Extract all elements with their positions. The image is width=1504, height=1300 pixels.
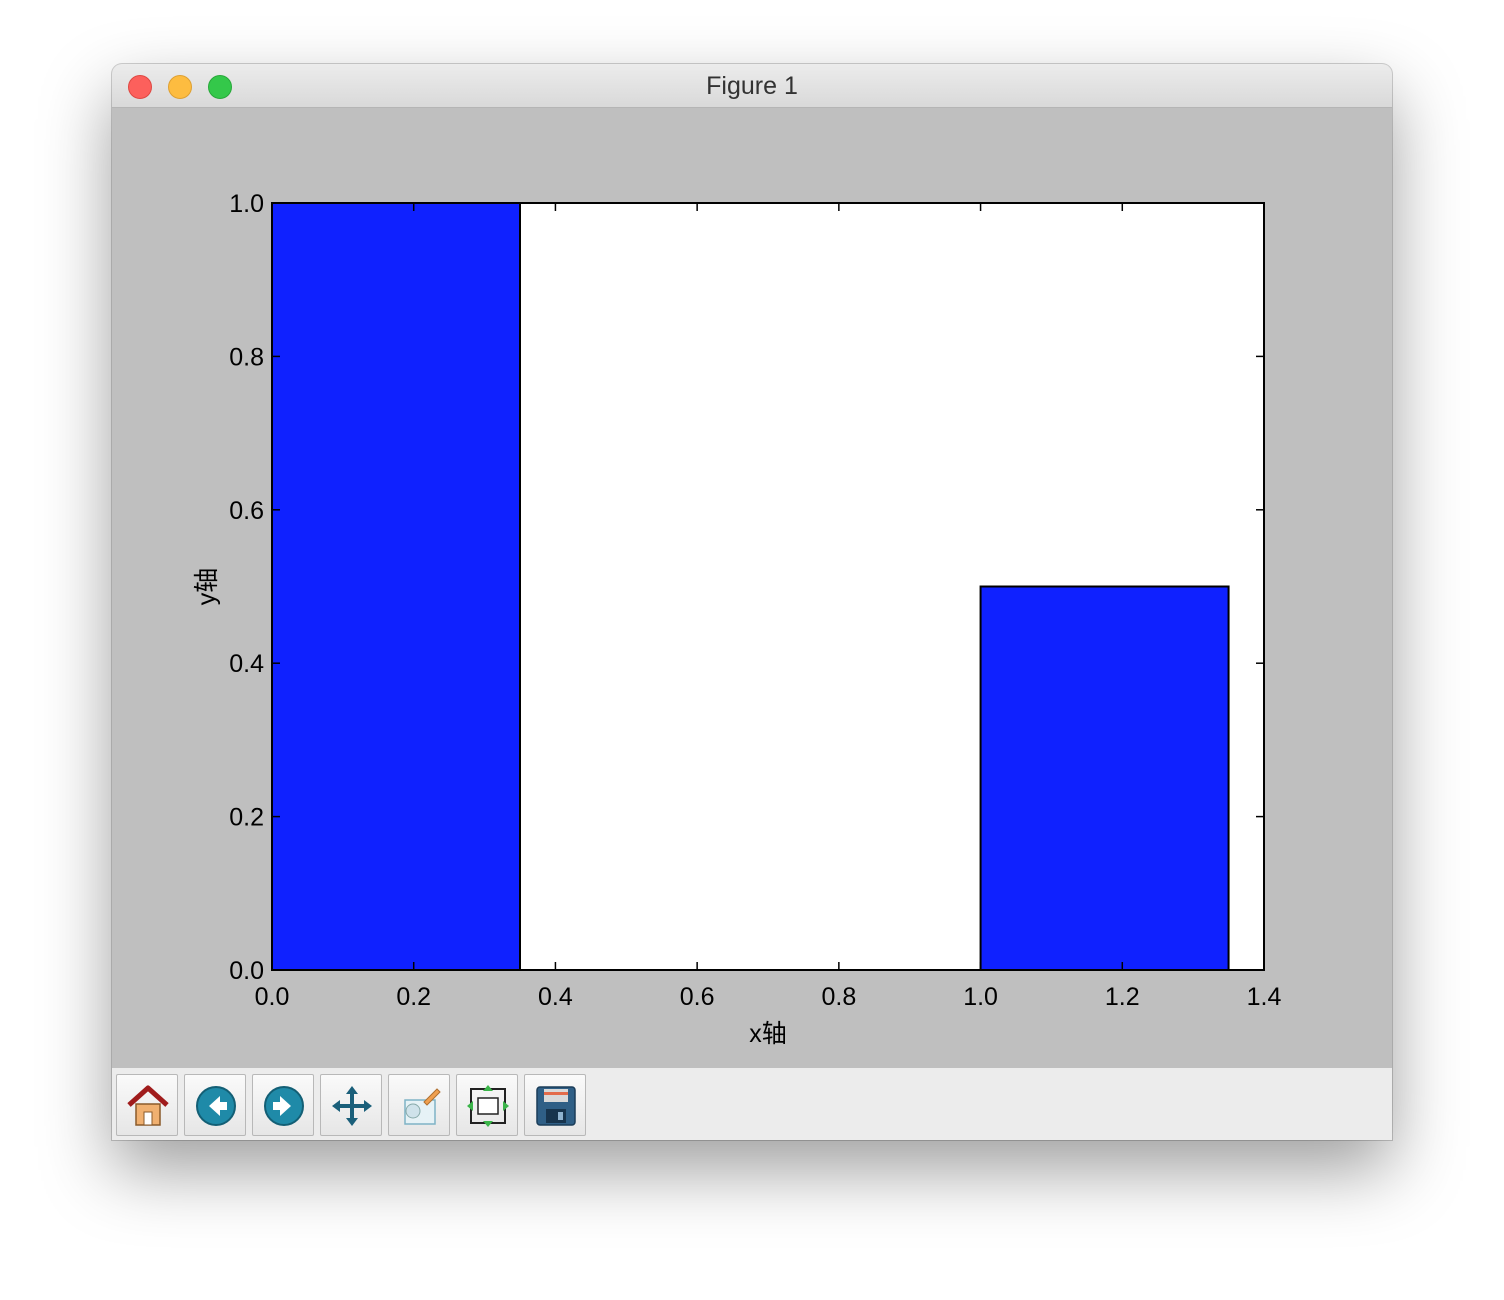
y-tick-label: 0.4 <box>229 650 264 678</box>
x-tick-label: 1.2 <box>1105 983 1140 1011</box>
y-axis-label: y轴 <box>193 568 221 606</box>
zoom-button[interactable] <box>388 1074 450 1136</box>
y-tick-label: 1.0 <box>229 190 264 218</box>
bar-chart: 0.0 0.2 0.4 0.6 0.8 1.0 1.2 1.4 0.0 0.2 0.4 0.6 0.8 1… <box>193 190 1282 1048</box>
save-button[interactable] <box>524 1074 586 1136</box>
bar-2 <box>979 585 1230 971</box>
window-title: Figure 1 <box>706 72 798 100</box>
forward-arrow-icon <box>264 1086 304 1126</box>
floppy-disk-icon <box>536 1086 576 1126</box>
zoom-window-button[interactable] <box>208 75 232 99</box>
subplots-icon <box>467 1085 509 1127</box>
forward-button[interactable] <box>252 1074 314 1136</box>
subplots-button[interactable] <box>456 1074 518 1136</box>
home-button[interactable] <box>116 1074 178 1136</box>
zoom-rect-icon <box>404 1088 441 1125</box>
x-tick-label: 0.6 <box>680 983 715 1011</box>
x-tick-label: 0.4 <box>538 983 573 1011</box>
y-tick-label: 0.8 <box>229 343 264 371</box>
y-tick-label: 0.2 <box>229 804 264 832</box>
y-tick-label: 0.6 <box>229 497 264 525</box>
y-tick-label: 0.0 <box>229 957 264 985</box>
x-axis-label: x轴 <box>749 1020 787 1048</box>
minimize-window-button[interactable] <box>168 75 192 99</box>
pan-button[interactable] <box>320 1074 382 1136</box>
move-icon <box>332 1086 372 1126</box>
plot-frame <box>271 202 1265 971</box>
close-window-button[interactable] <box>128 75 152 99</box>
back-arrow-icon <box>196 1086 236 1126</box>
figure-canvas[interactable]: 0.0 0.2 0.4 0.6 0.8 1.0 1.2 1.4 0.0 0.2 0.4 0.6 0.8 1… <box>112 108 1392 1068</box>
x-tick-label: 0.0 <box>255 983 290 1011</box>
figure-window: Figure 1 0.0 0.2 0.4 0.6 0.8 1.0 1.2 1.4 0.0 0.2 0… <box>112 64 1392 1140</box>
navigation-toolbar <box>112 1068 1392 1140</box>
back-button[interactable] <box>184 1074 246 1136</box>
x-tick-label: 1.4 <box>1247 983 1282 1011</box>
title-bar[interactable]: Figure 1 <box>112 64 1392 108</box>
home-icon <box>127 1085 169 1126</box>
x-tick-label: 0.8 <box>821 983 856 1011</box>
bar-1 <box>271 202 521 971</box>
x-tick-label: 0.2 <box>396 983 431 1011</box>
x-tick-label: 1.0 <box>963 983 998 1011</box>
